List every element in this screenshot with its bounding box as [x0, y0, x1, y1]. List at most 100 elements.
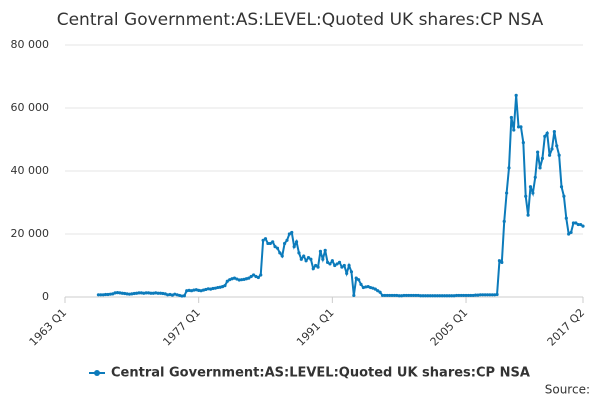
data-point — [314, 263, 318, 268]
data-point — [166, 293, 170, 297]
y-tick-label: 0 — [42, 290, 49, 303]
data-point — [423, 294, 428, 298]
data-point — [285, 238, 289, 242]
x-tick-label: 1977 Q1 — [160, 306, 203, 349]
x-tick-label: 2017 Q2 — [545, 306, 588, 349]
data-point — [328, 262, 332, 266]
data-point — [342, 263, 346, 268]
data-point — [113, 291, 117, 295]
data-point — [187, 288, 191, 292]
data-point — [445, 294, 449, 298]
data-point — [292, 245, 296, 249]
data-point — [438, 294, 442, 298]
data-point — [135, 291, 139, 295]
data-point — [161, 291, 165, 296]
data-point — [337, 260, 342, 264]
data-point — [567, 232, 571, 236]
data-point — [495, 292, 499, 297]
data-point — [287, 232, 291, 236]
data-point — [280, 254, 284, 258]
data-point — [385, 293, 389, 298]
data-point — [206, 287, 210, 291]
y-tick-label: 60 000 — [11, 101, 50, 114]
data-point — [464, 293, 468, 298]
data-point — [469, 293, 473, 298]
data-point — [123, 291, 127, 296]
data-point — [373, 287, 377, 291]
data-point — [259, 273, 263, 277]
data-point — [376, 289, 380, 293]
data-point — [476, 293, 480, 297]
data-point — [519, 125, 523, 129]
data-point — [249, 274, 253, 279]
data-point — [247, 276, 251, 280]
data-point — [533, 175, 537, 179]
data-point — [579, 222, 583, 227]
data-point — [502, 219, 506, 223]
data-point — [340, 265, 344, 269]
data-point — [550, 147, 554, 151]
data-point — [540, 156, 545, 160]
data-point — [547, 153, 552, 157]
data-point — [576, 222, 580, 227]
data-point — [132, 291, 136, 296]
data-point — [452, 294, 456, 298]
data-point — [471, 293, 475, 298]
data-point — [283, 241, 287, 246]
data-point — [440, 294, 444, 298]
data-point — [433, 294, 437, 298]
data-point — [182, 294, 186, 298]
data-point — [380, 293, 385, 298]
data-point — [127, 292, 132, 296]
data-point — [359, 282, 363, 286]
y-tick-label: 40 000 — [11, 164, 50, 177]
data-point — [483, 293, 487, 297]
source: Source: — [545, 383, 590, 397]
data-point — [459, 293, 463, 298]
data-point — [278, 251, 282, 255]
data-point — [120, 291, 124, 295]
data-point — [409, 293, 413, 298]
data-point — [156, 291, 160, 295]
data-point — [402, 293, 406, 298]
data-point — [442, 294, 447, 298]
data-point — [309, 257, 313, 261]
data-point — [543, 134, 547, 138]
data-point — [352, 293, 356, 298]
data-point — [378, 290, 382, 294]
data-point — [507, 166, 511, 170]
data-point — [481, 293, 485, 297]
data-point — [490, 293, 494, 297]
data-point — [516, 125, 521, 129]
data-point — [454, 293, 459, 298]
y-tick-label: 80 000 — [11, 38, 50, 51]
legend-label: Central Government:AS:LEVEL:Quoted UK sh… — [111, 366, 530, 381]
data-point — [240, 278, 244, 282]
data-point — [392, 293, 397, 298]
data-point — [297, 251, 301, 255]
data-point — [354, 276, 358, 280]
data-point — [552, 130, 556, 134]
data-point — [388, 293, 392, 298]
data-point — [101, 293, 105, 297]
data-point — [180, 294, 184, 298]
data-point — [493, 293, 497, 297]
chart-title: Central Government:AS:LEVEL:Quoted UK sh… — [57, 10, 544, 30]
data-point — [237, 278, 241, 282]
data-point — [347, 263, 351, 268]
data-point — [555, 144, 559, 148]
data-point — [497, 259, 502, 263]
data-point — [154, 291, 158, 295]
data-point — [383, 293, 387, 298]
data-point — [485, 293, 490, 297]
data-point — [364, 285, 368, 289]
data-point — [96, 293, 101, 297]
data-point — [273, 245, 277, 249]
data-point — [144, 291, 148, 295]
data-point — [404, 293, 408, 298]
data-point — [488, 293, 492, 297]
data-point — [106, 292, 110, 297]
data-point — [115, 290, 120, 295]
data-point — [142, 291, 146, 295]
data-point — [431, 294, 435, 298]
